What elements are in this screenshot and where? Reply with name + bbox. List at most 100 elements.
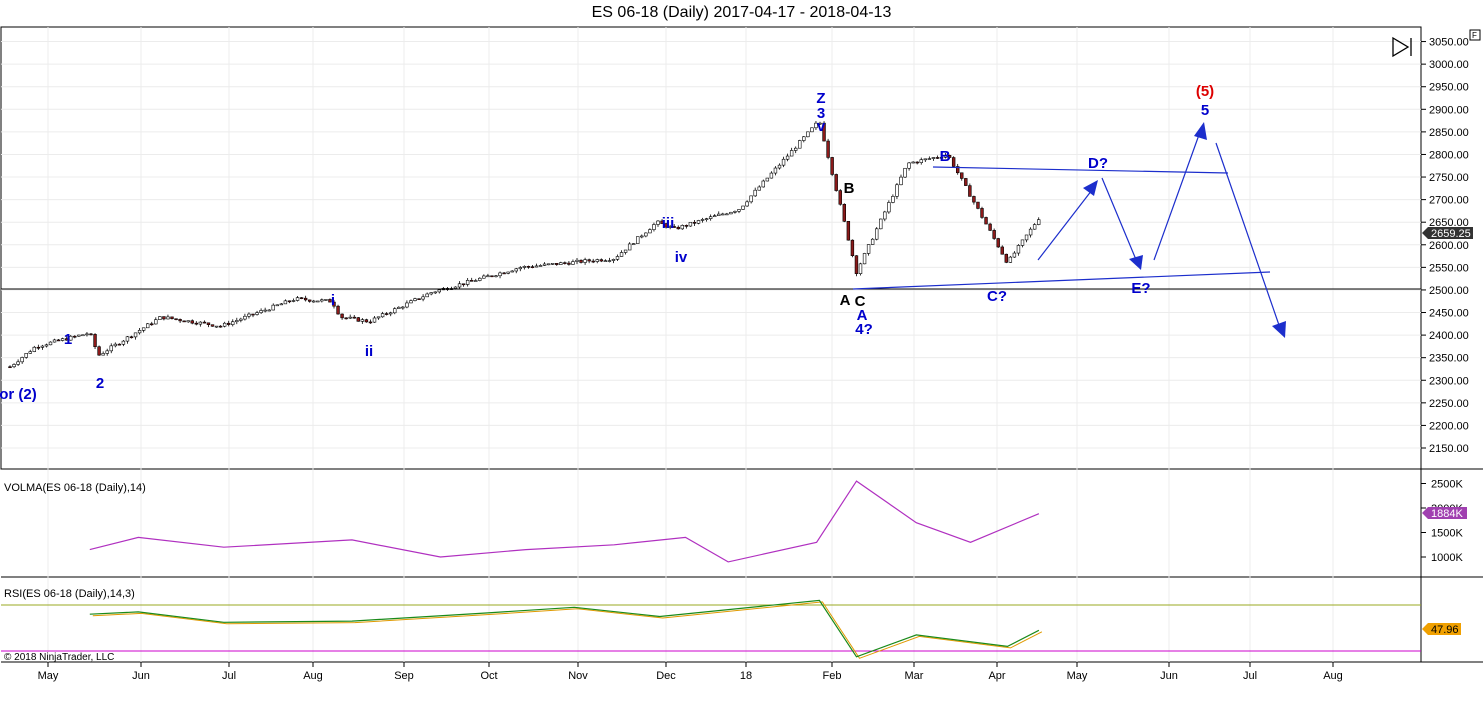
candle-body [247,313,251,317]
copyright: © 2018 NinjaTrader, LLC [4,652,114,663]
price-tick-label: 3050.00 [1429,37,1469,49]
candle-body [12,364,16,368]
candle-body [8,366,12,369]
candle-body [170,316,174,320]
month-label: Apr [988,670,1005,682]
candle-body [793,147,798,151]
month-label: May [1067,670,1088,682]
arrowhead-e [1129,255,1143,270]
wave-label: B [940,148,951,165]
candle-body [324,299,328,301]
candle-body [360,319,365,322]
candle-body [895,184,899,197]
candle-body [214,325,219,328]
volma-tick-label: 1500K [1431,528,1463,540]
candle-body [255,312,259,315]
candle-body [158,316,162,320]
corner-box-frame[interactable] [1469,29,1481,41]
candle-body [36,346,41,349]
candle-body [522,266,527,268]
candle-body [874,228,879,240]
arrow-to-e [1101,177,1138,263]
wave-label: 4? [855,321,873,338]
candle-body [587,259,591,262]
candle-body [854,255,859,274]
play-forward-icon[interactable] [1392,36,1412,58]
candle-body [137,330,142,334]
candle-body [781,158,786,166]
candle-body [182,320,186,323]
candle-body [328,299,332,303]
price-tick-label: 2700.00 [1429,195,1469,207]
candle-body [704,218,709,220]
wave-label: B [844,180,855,197]
candle-body [465,280,470,285]
candle-body [494,275,498,278]
candle-body [239,318,243,321]
price-axis: 3050.00 3000.00 2950.00 2900.00 2850.00 2800.… [1421,37,1469,455]
candle-body [409,300,413,304]
candle-body [85,333,89,336]
month-label: Aug [303,670,323,682]
candle-body [243,315,247,320]
candle-body [429,292,433,295]
candle-body [388,312,393,315]
rsi-tag-shape [1422,623,1461,635]
candle-body [48,341,53,346]
candle-body [291,300,296,302]
corner-box-letter[interactable]: F [1472,31,1477,40]
candle-body [1000,246,1004,255]
candle-body [866,244,871,254]
month-label: Mar [905,670,924,682]
wave-projection [852,131,1281,329]
candle-body [785,155,790,160]
wave-label: iv [675,249,688,266]
price-tick-label: 2650.00 [1429,217,1469,229]
candle-body [907,162,911,169]
candle-body [101,353,105,356]
candle-body [903,167,907,178]
candle-body [761,180,766,188]
rsi-tag-value: 47.96 [1431,624,1459,636]
candle-body [1024,234,1029,241]
wave-label: (5) [1196,83,1214,100]
candle-body [640,235,644,238]
candle-body [692,221,697,224]
candle-body [745,201,749,207]
candle-body [550,263,555,265]
candle-body [530,266,535,268]
candle-body [684,225,689,227]
candle-body [595,259,599,262]
candle-body [1032,224,1037,230]
candle-body [717,213,721,216]
candle-body [65,338,69,341]
candle-body [368,321,373,324]
candle-body [992,230,996,239]
last-price-tag: 2659.25 [1422,227,1473,240]
candle-body [765,177,770,182]
candle-body [931,157,936,159]
candle-body [607,260,612,262]
month-label: Jun [132,670,150,682]
corner-box-icon[interactable]: F [1469,29,1481,41]
candle-body [668,226,672,228]
arrow-to-d [1037,189,1093,261]
candle-body [951,157,956,167]
price-tick-label: 2950.00 [1429,82,1469,94]
volma-tick-label: 2500K [1431,479,1463,491]
candle-body [850,239,855,257]
candle-body [725,213,729,216]
candle-body [542,263,547,266]
candle-body [405,302,409,308]
candle-body [644,232,648,237]
play-forward-triangle[interactable] [1392,36,1410,58]
candle-body [502,272,506,275]
candle-body [133,332,138,338]
candle-body [198,321,203,325]
candle-body [263,309,267,312]
candle-body [89,333,93,336]
candle-body [648,229,652,234]
candle-body [28,351,32,354]
candle-body [559,262,563,265]
candle-body [259,310,263,313]
